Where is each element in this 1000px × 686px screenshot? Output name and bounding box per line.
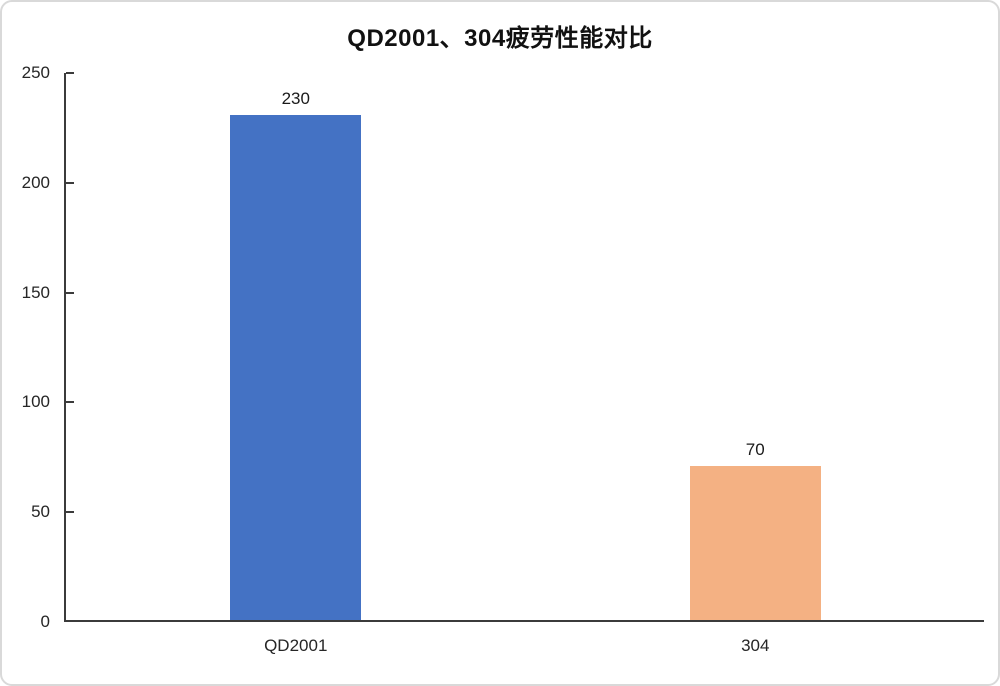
- y-tick-label: 200: [21, 172, 50, 192]
- x-category-label: QD2001: [264, 636, 328, 655]
- y-tick-label: 150: [21, 282, 50, 302]
- y-tick-mark: [66, 181, 74, 184]
- y-tick-mark: [66, 72, 74, 74]
- x-category-label: 304: [741, 636, 770, 655]
- chart-title: QD2001、304疲劳性能对比: [347, 25, 653, 52]
- plot-area: 0 50 100 150 200 250 230 70 QD2001 304: [22, 63, 984, 655]
- y-tick-mark: [66, 401, 74, 404]
- bar-304: [689, 466, 821, 620]
- bar-qd2001: [230, 114, 362, 620]
- bar-value-label: 70: [745, 440, 765, 460]
- y-tick-mark: [66, 511, 74, 514]
- y-tick-mark: [66, 291, 74, 294]
- bar-value-label: 230: [281, 88, 310, 108]
- y-tick-label: 100: [21, 392, 50, 412]
- y-tick-label: 250: [21, 63, 50, 82]
- y-tick-label: 0: [40, 612, 50, 631]
- y-tick-label: 50: [31, 502, 50, 522]
